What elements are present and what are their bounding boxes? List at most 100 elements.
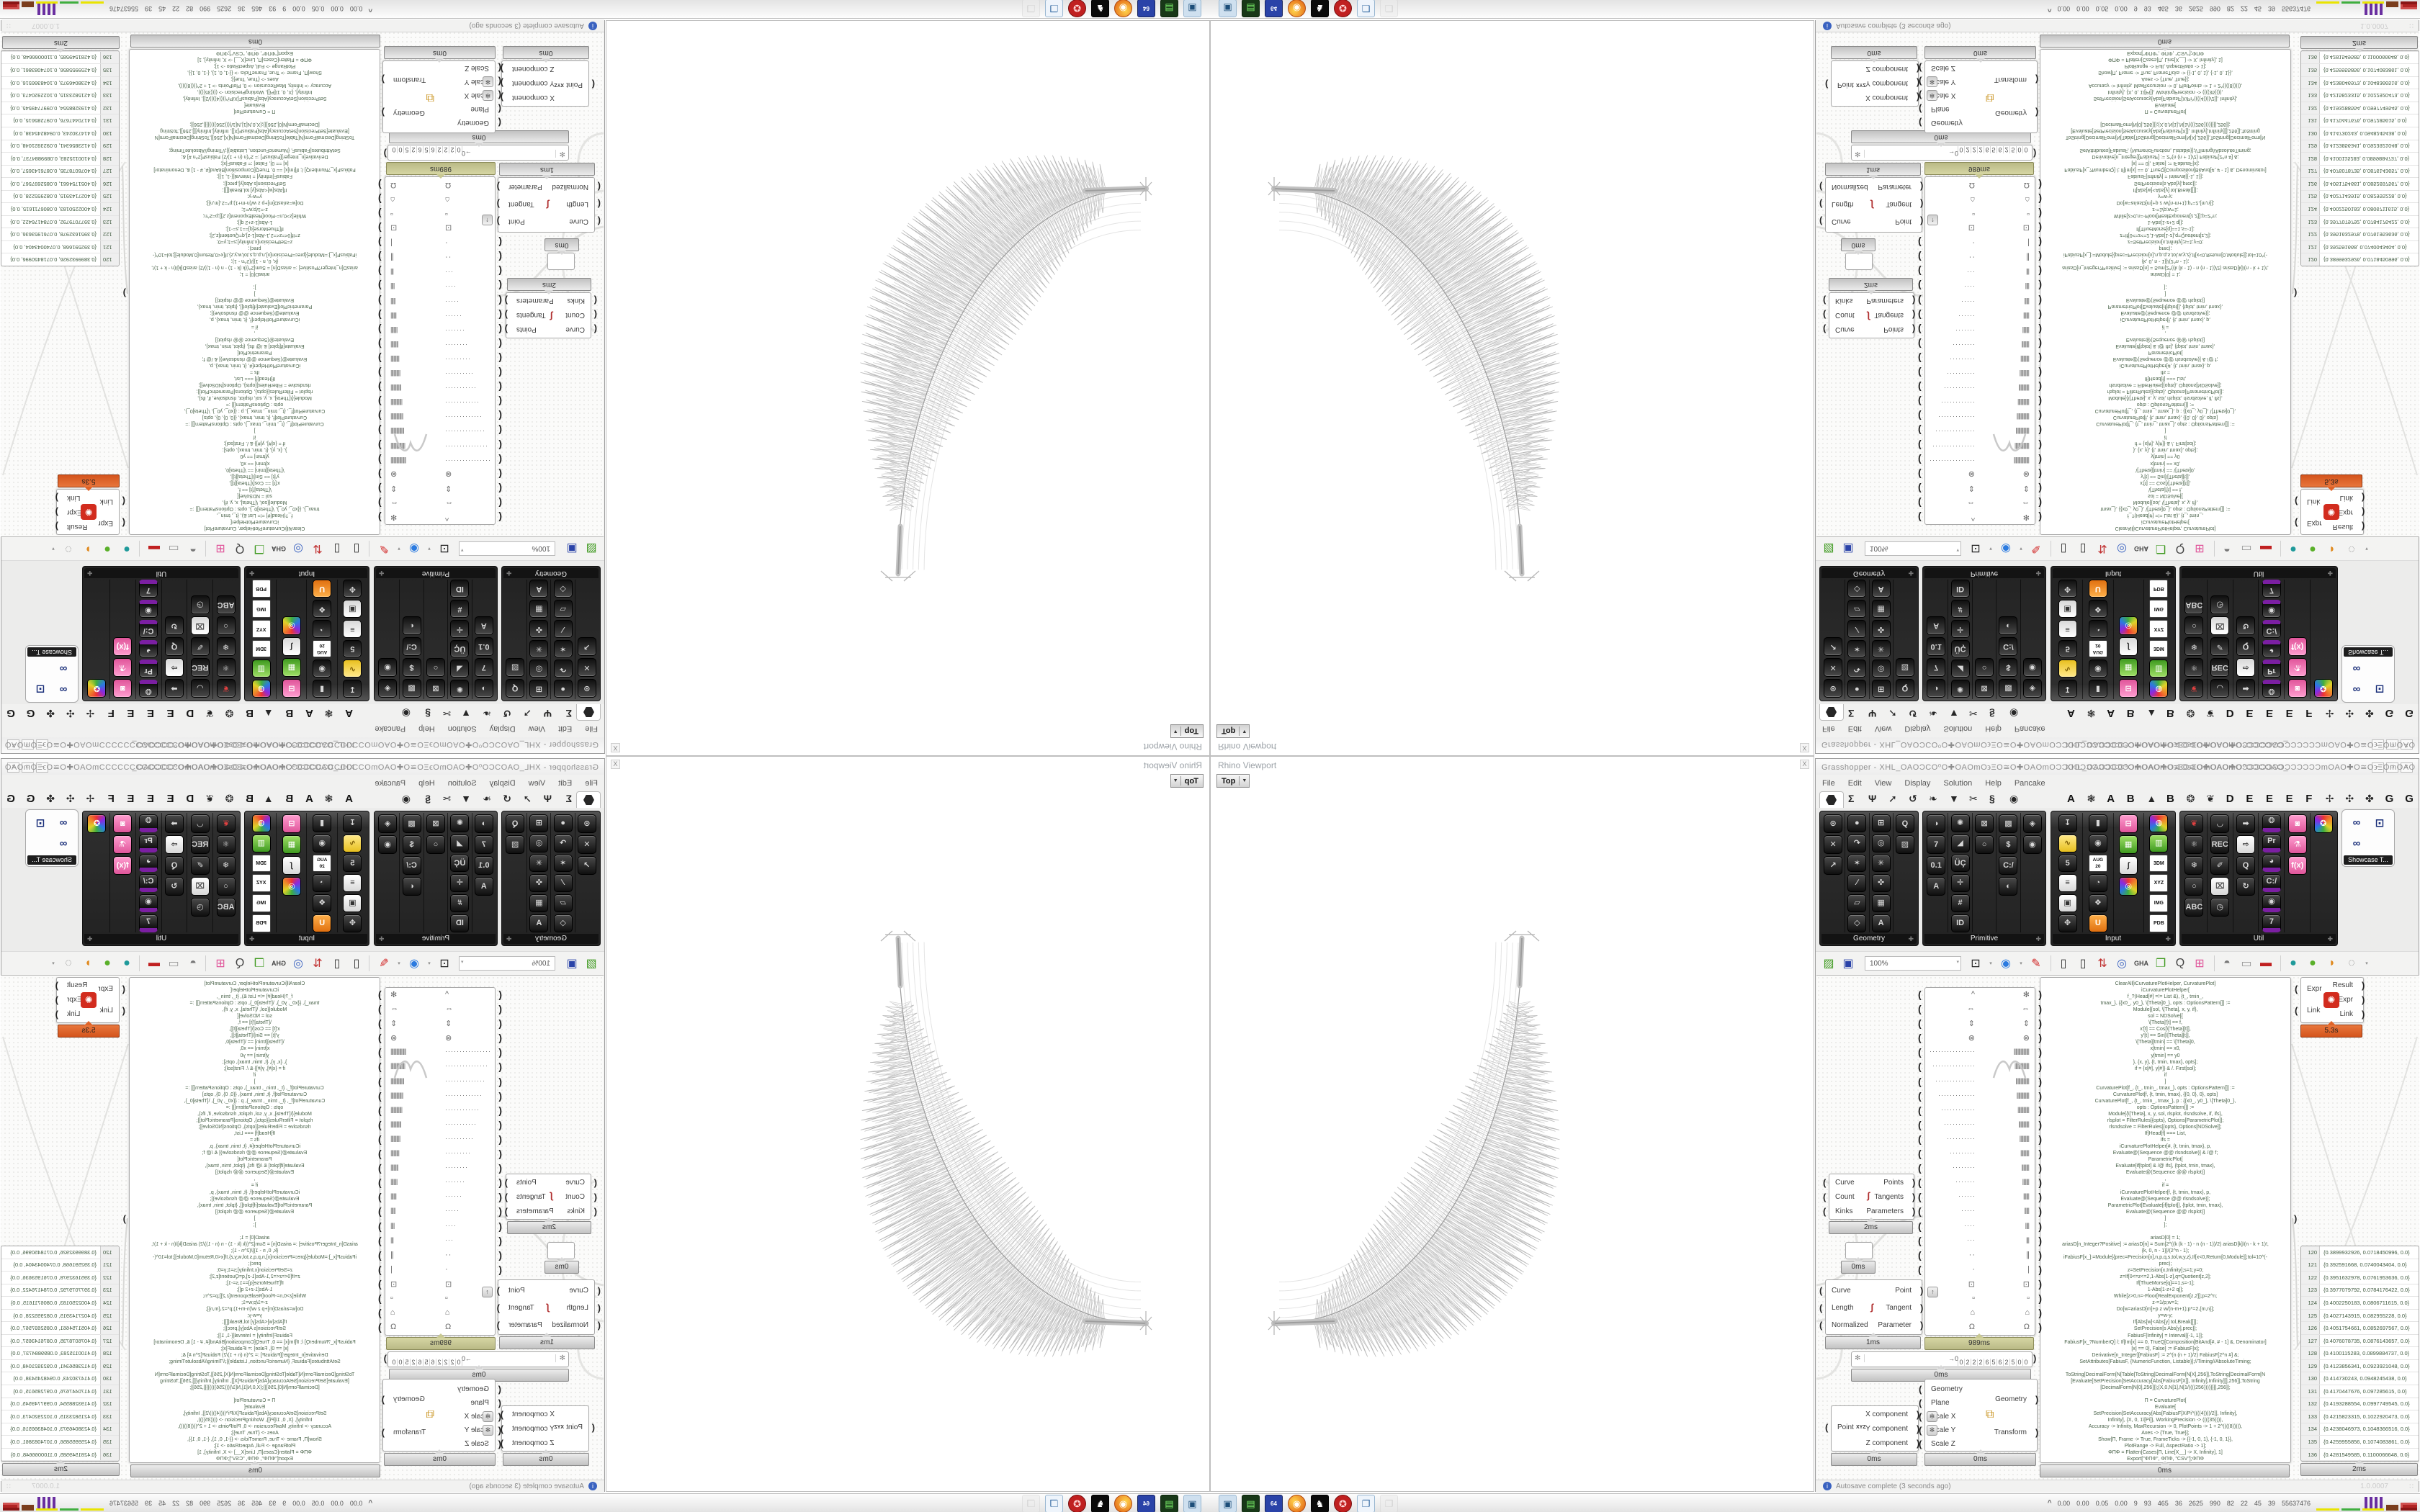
tab-sets[interactable]: Ψ bbox=[1868, 708, 1877, 719]
menu-file[interactable]: File bbox=[585, 724, 598, 734]
open-file-button[interactable]: ▨ bbox=[1823, 542, 1834, 554]
tab-f[interactable]: F bbox=[2305, 707, 2313, 719]
expression-star-button[interactable]: ✻ bbox=[1927, 1425, 1937, 1436]
tab-g-2[interactable]: G bbox=[2405, 707, 2414, 719]
cylinder-button[interactable]: ▭ bbox=[168, 958, 179, 970]
menu-solution[interactable]: Solution bbox=[447, 778, 477, 788]
tab-d[interactable]: D bbox=[186, 793, 194, 805]
input-port[interactable]: ( bbox=[498, 90, 501, 101]
resize-grip[interactable]: ∷ bbox=[2409, 22, 2414, 30]
tab-cockroach-icon[interactable]: ✤ bbox=[46, 793, 55, 804]
compact-button[interactable]: ◓ bbox=[189, 543, 197, 555]
tab-curve[interactable]: ↺ bbox=[1909, 793, 1917, 804]
palette-expand-icon[interactable]: ✚ bbox=[2035, 570, 2041, 577]
output-port[interactable]: ) bbox=[122, 1213, 126, 1224]
tab-vector[interactable]: ➚ bbox=[1888, 793, 1897, 804]
slider-cluster-panel[interactable]: () ^ ✻() ⇔ ⇔() ⇕ ⇕() ⊗ ⊗() ················ ||||||… bbox=[378, 987, 502, 1336]
mathematica-script-panel[interactable]: ClearAll[iCurvaturePlotHelper, Curvature… bbox=[2040, 977, 2297, 1463]
component-icon[interactable]: ⚗ bbox=[113, 658, 133, 677]
component-icon[interactable]: ◎ bbox=[2119, 616, 2138, 635]
menu-view[interactable]: View bbox=[1874, 778, 1892, 788]
component-icon[interactable]: ● bbox=[1847, 680, 1867, 698]
tab-a-2[interactable]: A bbox=[2107, 793, 2115, 805]
tab-params[interactable] bbox=[576, 703, 601, 721]
component-icon[interactable]: f(x) bbox=[113, 856, 133, 875]
component-icon[interactable]: ⊠ bbox=[1975, 679, 1994, 698]
chevron-down-icon[interactable]: ▾ bbox=[461, 547, 464, 552]
component-icon[interactable]: A bbox=[1927, 877, 1946, 896]
input-port[interactable]: ( bbox=[1819, 1302, 1823, 1313]
component-icon[interactable]: 3DM bbox=[2149, 854, 2169, 873]
component-icon[interactable]: ➡ bbox=[164, 814, 184, 833]
tab-params[interactable] bbox=[1819, 791, 1844, 809]
component-icon[interactable]: ◢ bbox=[450, 834, 470, 852]
output-port[interactable]: ) bbox=[496, 216, 500, 227]
component-icon[interactable]: ◉ bbox=[2088, 660, 2107, 678]
component-icon[interactable]: # bbox=[450, 894, 470, 913]
component-icon[interactable]: ▱ bbox=[553, 894, 573, 913]
tab-vector[interactable]: ➚ bbox=[1888, 708, 1897, 719]
dropdown-caret[interactable]: ▾ bbox=[2020, 546, 2022, 551]
component-icon[interactable]: ✐ bbox=[190, 637, 210, 656]
component-icon[interactable]: ▮ bbox=[2088, 814, 2107, 832]
red-cylinder-button[interactable]: ▬ bbox=[148, 543, 160, 555]
component-icon[interactable]: ✛ bbox=[450, 619, 470, 638]
package-button[interactable]: ⊞ bbox=[215, 958, 225, 970]
projector-screen-icon[interactable]: ⊡ bbox=[35, 816, 45, 829]
component-icon[interactable]: ↻ bbox=[164, 877, 184, 896]
mathematica-script-panel[interactable]: ClearAll[iCurvaturePlotHelper, Curvature… bbox=[123, 49, 380, 535]
component-icon[interactable]: ➡ bbox=[164, 679, 184, 698]
component-icon[interactable]: ▥ bbox=[251, 834, 271, 852]
tab-g-2[interactable]: G bbox=[6, 793, 15, 805]
input-port[interactable]: ( bbox=[593, 295, 597, 306]
input-port[interactable]: ( bbox=[1823, 1192, 1827, 1202]
component-icon[interactable]: ◎ bbox=[1871, 660, 1891, 678]
tab-e-3[interactable]: E bbox=[2285, 793, 2293, 805]
tab-beetle-icon[interactable]: ✣ bbox=[2345, 708, 2354, 719]
component-icon[interactable]: ∿ bbox=[2058, 834, 2077, 852]
component-icon[interactable]: ⇨ bbox=[2236, 835, 2256, 854]
input-port[interactable]: ( bbox=[1919, 104, 1922, 114]
component-icon[interactable]: ● bbox=[553, 814, 573, 832]
component-icon[interactable]: ⊙ bbox=[1824, 814, 1843, 833]
component-icon[interactable]: # bbox=[1950, 894, 1970, 913]
palette-expand-icon[interactable]: ✚ bbox=[2165, 935, 2171, 942]
component-icon[interactable]: ◢ bbox=[1950, 660, 1970, 678]
input-port[interactable]: ( bbox=[1819, 1320, 1823, 1331]
tab-b-2[interactable]: B bbox=[2166, 707, 2174, 719]
component-icon[interactable]: ✕ bbox=[1824, 835, 1843, 854]
app-floppy-64[interactable]: 64 bbox=[1265, 1495, 1283, 1512]
component-icon[interactable]: ◎ bbox=[1871, 834, 1891, 852]
resize-grip[interactable]: ∷ bbox=[2409, 1482, 2414, 1490]
output-port[interactable]: ) bbox=[2362, 492, 2365, 503]
input-port[interactable]: ( bbox=[1919, 1398, 1922, 1408]
output-port[interactable]: ) bbox=[383, 1353, 387, 1364]
window-button[interactable]: ❐ bbox=[254, 958, 265, 970]
component-icon[interactable]: ✐ bbox=[2210, 637, 2230, 656]
component-icon[interactable]: ⊞ bbox=[529, 814, 549, 832]
component-icon[interactable]: ⚛ bbox=[2184, 658, 2204, 677]
tab-beetle-icon[interactable]: ✣ bbox=[66, 708, 75, 719]
component-icon[interactable]: 7 bbox=[474, 835, 493, 854]
deconstruct-point-component[interactable]: (Point) X component) Y component) Z compone… bbox=[501, 60, 595, 107]
teal-blob-button[interactable]: ● bbox=[123, 543, 130, 555]
component-icon[interactable]: ✺ bbox=[1950, 680, 1970, 698]
component-icon[interactable]: ❂ bbox=[139, 680, 158, 698]
scroll-up-button[interactable]: ↑ bbox=[1927, 1287, 1938, 1297]
window-button[interactable]: ❐ bbox=[2155, 958, 2166, 970]
component-icon[interactable]: ÜÇ bbox=[450, 854, 470, 873]
component-icon[interactable]: ✕ bbox=[577, 658, 596, 677]
tab-beetle-icon[interactable]: ✣ bbox=[2345, 793, 2354, 804]
teal-blob-button[interactable]: ● bbox=[123, 957, 130, 969]
tab-b-1[interactable]: B bbox=[2126, 707, 2135, 719]
component-icon[interactable]: ✥ bbox=[2058, 580, 2077, 598]
component-icon[interactable]: Q bbox=[164, 637, 184, 656]
component-icon[interactable]: ABC bbox=[216, 595, 236, 614]
component-icon[interactable]: ⊞ bbox=[1871, 814, 1891, 832]
app-burner[interactable]: ▤ bbox=[1242, 1495, 1260, 1512]
input-port[interactable]: ( bbox=[1819, 1285, 1823, 1296]
component-icon[interactable]: ◙ bbox=[113, 814, 133, 833]
component-icon[interactable]: ◎ bbox=[282, 877, 301, 896]
finder-button[interactable]: Q bbox=[2175, 957, 2185, 969]
compact-button[interactable]: ◓ bbox=[2223, 543, 2231, 555]
